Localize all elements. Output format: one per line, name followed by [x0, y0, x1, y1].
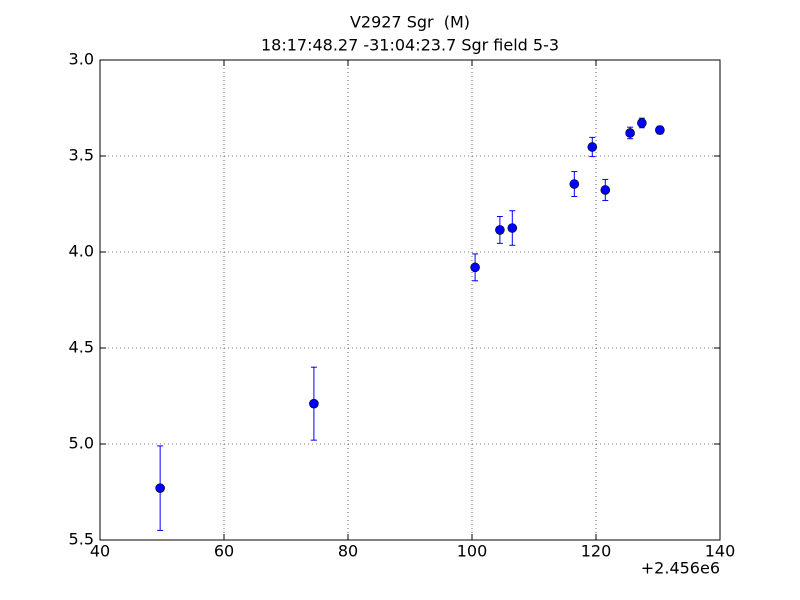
y-tick-label: 3.5: [69, 146, 94, 165]
data-point: [637, 118, 647, 128]
y-tick-label: 5.0: [69, 434, 94, 453]
x-tick-label: 40: [90, 542, 110, 561]
x-tick-label: 80: [338, 542, 358, 561]
x-tick-label: 100: [457, 542, 488, 561]
x-tick-label: 60: [214, 542, 234, 561]
x-tick-label: 140: [705, 542, 736, 561]
chart-subtitle: 18:17:48.27 -31:04:23.7 Sgr field 5-3: [261, 36, 559, 55]
data-point: [655, 125, 665, 135]
chart-title: V2927 Sgr (M): [350, 13, 470, 32]
x-tick-label: 120: [581, 542, 612, 561]
plot-frame: [99, 59, 721, 541]
y-tick-label: 4.0: [69, 242, 94, 261]
data-point: [587, 142, 598, 152]
data-point: [309, 398, 319, 409]
y-tick-label: 4.5: [69, 338, 94, 357]
x-offset-label: +2.456e6: [641, 559, 720, 578]
y-tick-label: 5.5: [69, 530, 94, 549]
data-point: [495, 225, 505, 235]
data-point: [600, 185, 611, 195]
data-point: [625, 128, 635, 138]
y-tick-label: 3.0: [69, 50, 94, 69]
data-point: [569, 179, 580, 189]
data-point: [507, 223, 518, 233]
data-point: [470, 262, 480, 273]
data-point: [155, 483, 165, 493]
